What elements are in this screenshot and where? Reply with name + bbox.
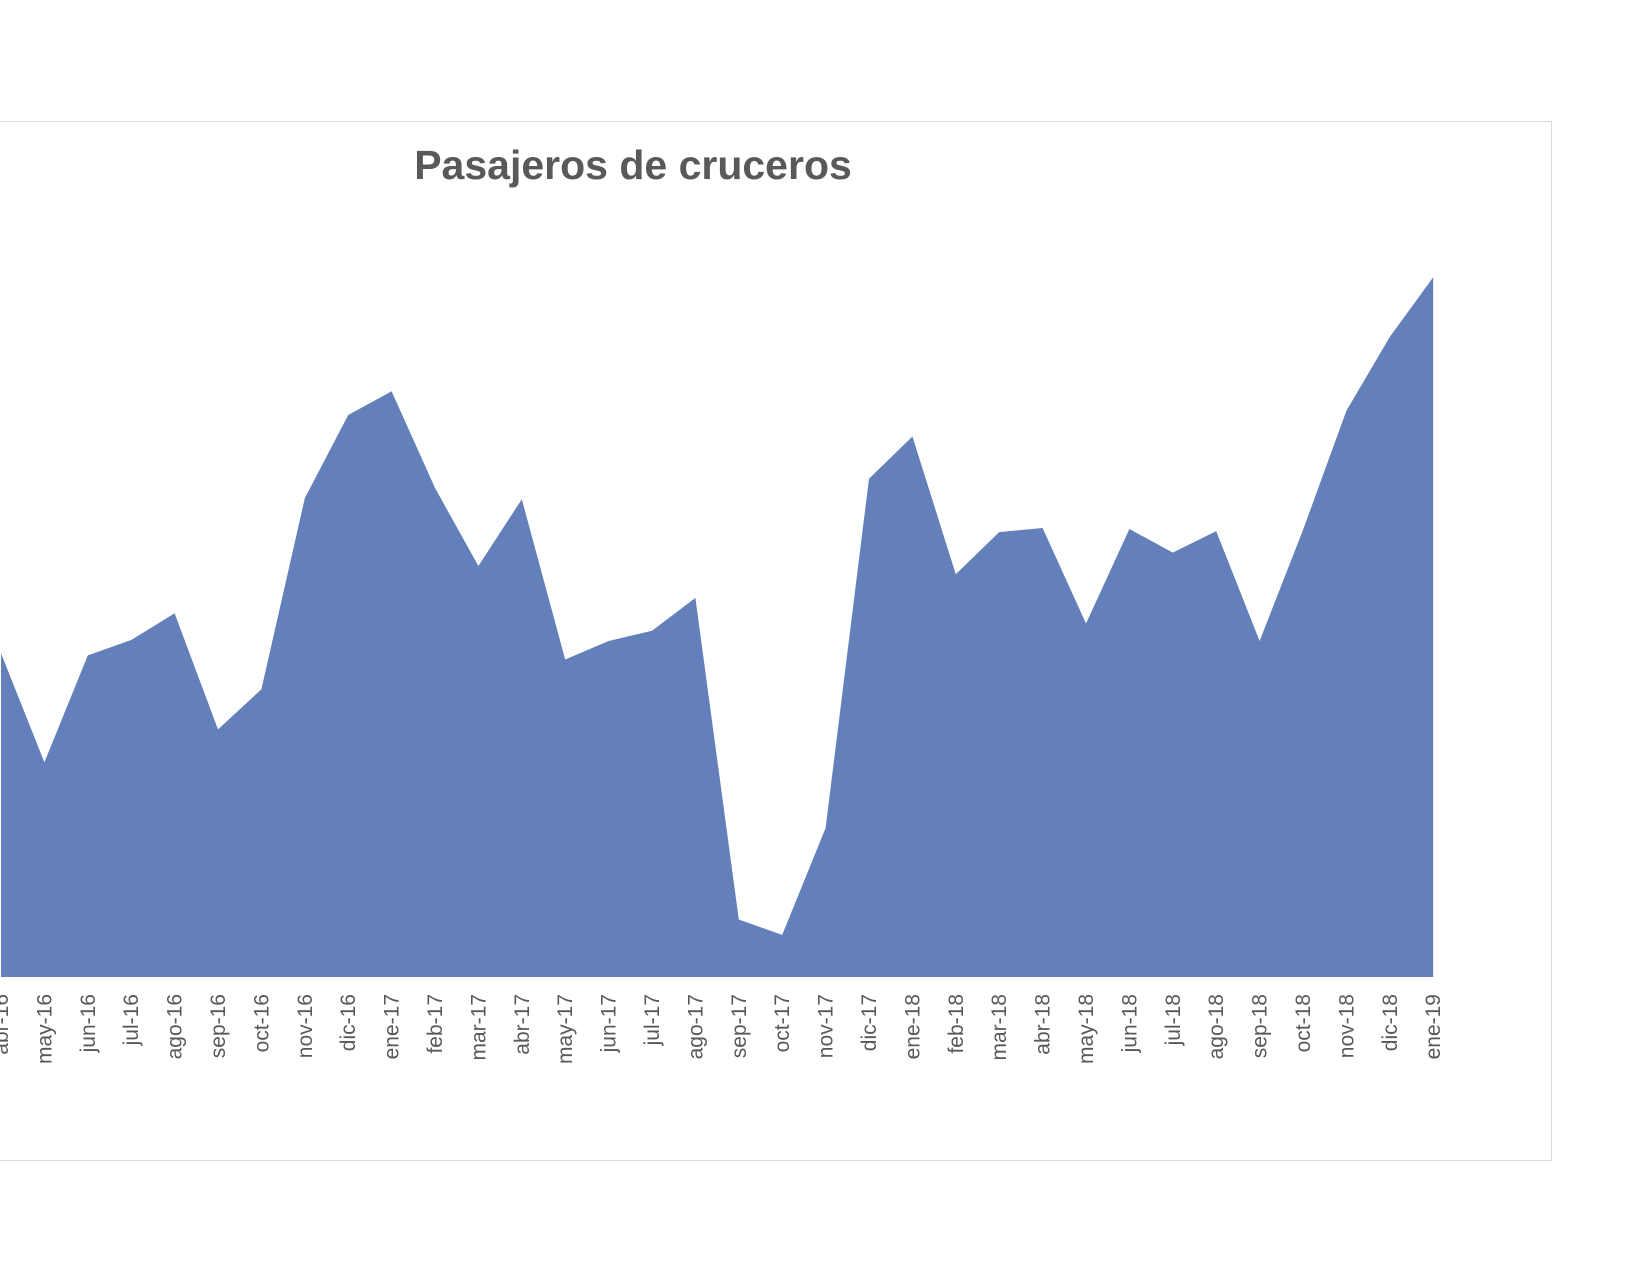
area-chart: Pasajeros de cruceros abr-16 may-16 jun-16… (0, 142, 1445, 1064)
x-tick-label: abr-17 (511, 994, 534, 1055)
x-tick-label: oct-16 (250, 994, 273, 1052)
x-tick-label: ene-18 (901, 994, 924, 1059)
x-tick-label: sep-16 (207, 994, 230, 1058)
x-tick-label: dic-18 (1379, 994, 1402, 1051)
x-tick-label: ene-19 (1422, 994, 1445, 1059)
x-tick-label: may-16 (33, 994, 56, 1064)
x-tick-label: abr-18 (1032, 994, 1055, 1055)
x-tick-label: mar-18 (988, 994, 1011, 1061)
x-tick-label: ago-18 (1205, 994, 1228, 1059)
x-tick-label: nov-16 (294, 994, 317, 1058)
x-tick-label: may-17 (554, 994, 577, 1064)
x-tick-label: may-18 (1075, 994, 1098, 1064)
x-tick-label: ago-16 (164, 994, 187, 1059)
x-tick-label: oct-18 (1292, 994, 1315, 1052)
x-tick-label: jul-18 (1162, 994, 1185, 1046)
x-tick-label: jul-16 (120, 994, 143, 1046)
x-tick-label: dic-16 (337, 994, 360, 1051)
x-tick-label: ago-17 (684, 994, 707, 1059)
x-tick-label: jun-18 (1118, 994, 1141, 1053)
x-tick-label: feb-18 (945, 994, 968, 1054)
x-tick-label: abr-16 (0, 994, 13, 1055)
chart-frame: Pasajeros de cruceros abr-16 may-16 jun-16… (0, 121, 1552, 1161)
x-tick-label: dic-17 (858, 994, 881, 1051)
x-tick-label: sep-18 (1249, 994, 1272, 1058)
area-series (1, 277, 1434, 977)
x-axis-ticks: abr-16 may-16 jun-16 jul-16 ago-16 sep-16 oct-… (0, 994, 1445, 1064)
x-tick-label: feb-17 (424, 994, 447, 1054)
x-tick-label: jun-16 (77, 994, 100, 1053)
x-tick-label: mar-17 (467, 994, 490, 1061)
x-tick-label: oct-17 (771, 994, 794, 1052)
x-tick-label: ene-17 (381, 994, 404, 1059)
plot-area (1, 277, 1434, 977)
x-tick-label: nov-17 (815, 994, 838, 1058)
x-tick-label: jun-17 (598, 994, 621, 1053)
x-tick-label: sep-17 (728, 994, 751, 1058)
x-tick-label: jul-17 (641, 994, 664, 1046)
x-tick-label: nov-18 (1335, 994, 1358, 1058)
chart-title: Pasajeros de cruceros (414, 142, 852, 188)
